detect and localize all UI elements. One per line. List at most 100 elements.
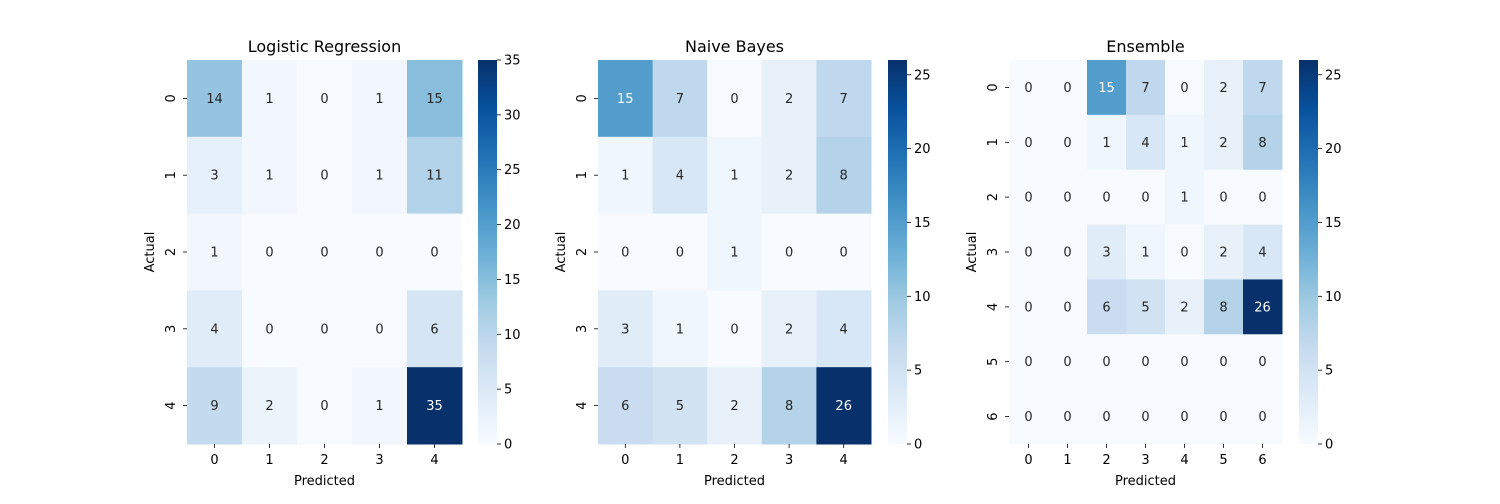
cell-value-label: 6 [621,399,629,414]
y-tick-label: 4 [164,401,179,409]
cell-value-label: 0 [1102,191,1110,206]
cell-value-label: 0 [375,322,383,337]
y-tick-label: 4 [575,401,590,409]
y-tick-label: 0 [164,94,179,102]
cell-value-label: 0 [265,322,273,337]
x-tick-label: 2 [1102,453,1110,468]
cell-value-label: 15 [617,92,634,107]
x-tick-label: 5 [1219,453,1227,468]
heatmap-cell [352,60,408,138]
heatmap-cell [1126,334,1166,390]
heatmap-cell [187,367,243,445]
cell-value-label: 0 [1180,410,1188,425]
heatmap-cell [1087,169,1127,226]
y-tick-label: 4 [986,303,1001,311]
cell-value-label: 15 [426,92,443,107]
heatmap-cell [761,367,817,445]
cell-value-label: 0 [1141,355,1149,370]
cell-value-label: 0 [1063,300,1071,315]
heatmap-cell [761,213,817,291]
chart-title: Logistic Regression [248,37,401,56]
cell-value-label: 0 [785,246,793,261]
cell-value-label: 7 [840,92,848,107]
cell-value-label: 9 [210,399,218,414]
cell-value-label: 1 [621,169,629,184]
cell-value-label: 2 [1219,246,1227,261]
heatmap-cell [1126,60,1166,116]
cell-value-label: 2 [785,169,793,184]
cell-value-label: 1 [375,399,383,414]
heatmap-cell [1204,389,1244,445]
cell-value-label: 11 [426,169,443,184]
cell-value-label: 3 [1102,246,1110,261]
heatmap-cell [652,213,708,291]
colorbar: 0 5 10 15 20 25 30 35 [478,54,521,453]
y-tick-label: 0 [986,83,1001,91]
cell-value-label: 7 [676,92,684,107]
heatmap-cell [1009,279,1049,335]
heatmap-cell [1204,334,1244,390]
cell-value-label: 4 [210,322,218,337]
cell-value-label: 1 [1102,136,1110,151]
heatmap-cell [407,136,463,215]
x-axis-label: Predicted [294,474,355,489]
colorbar-tick-label: 10 [1325,290,1342,305]
colorbar-tick-label: 5 [1325,364,1333,379]
cell-value-label: 0 [730,322,738,337]
cell-value-label: 8 [785,399,793,414]
heatmap-cell [1009,334,1049,390]
cell-value-label: 6 [430,322,438,337]
cell-value-label: 0 [1102,355,1110,370]
heatmap-cell [242,60,298,138]
cell-value-label: 0 [1180,355,1188,370]
colorbar-gradient [888,60,907,444]
colorbar-tick-label: 20 [504,218,521,233]
cell-value-label: 1 [375,92,383,107]
heatmap-cell [1126,224,1166,280]
y-tick-label: 6 [986,412,1001,420]
cell-value-label: 0 [621,246,629,261]
colorbar-tick-label: 15 [914,216,931,231]
cell-value-label: 35 [426,399,443,414]
colorbar-tick-label: 0 [504,438,512,453]
cell-value-label: 15 [1098,81,1115,96]
heatmap-cell [187,213,243,291]
heatmap-cell [187,136,243,215]
cell-value-label: 1 [265,169,273,184]
cell-value-label: 0 [1024,246,1032,261]
heatmap-cell [1087,389,1127,445]
cell-value-label: 0 [1063,410,1071,425]
x-tick-label: 4 [430,453,438,468]
x-tick-label: 3 [375,453,383,468]
y-tick-label: 1 [164,171,179,179]
colorbar-tick-label: 20 [914,142,931,157]
cell-value-label: 0 [676,246,684,261]
heatmap-cell [1165,279,1205,335]
heatmap-cell [1048,114,1088,171]
colorbar-tick-label: 0 [1325,438,1333,453]
heatmap-cell [1087,279,1127,335]
cell-value-label: 0 [1258,410,1266,425]
heatmap-cell [707,136,763,215]
heatmap-cell [816,367,872,445]
heatmap-cell [707,367,763,445]
heatmap-cell [1243,114,1283,171]
heatmap-cell [352,213,408,291]
cell-value-label: 3 [210,169,218,184]
cell-value-label: 1 [676,322,684,337]
cell-value-label: 26 [1254,300,1271,315]
cell-value-label: 2 [265,399,273,414]
colorbar: 0 5 10 15 20 25 [888,60,931,453]
heatmap-cell [1165,114,1205,171]
y-axis-label: Actual [554,232,569,273]
heatmap-cell [1165,60,1205,116]
heatmap-cell [652,367,708,445]
cell-value-label: 0 [1219,355,1227,370]
cell-value-label: 0 [1219,191,1227,206]
x-tick-label: 0 [1024,453,1032,468]
cell-value-label: 0 [375,246,383,261]
cell-value-label: 1 [375,169,383,184]
heatmap-cell [1009,60,1049,116]
heatmap-cell [187,60,243,138]
cell-value-label: 4 [676,169,684,184]
